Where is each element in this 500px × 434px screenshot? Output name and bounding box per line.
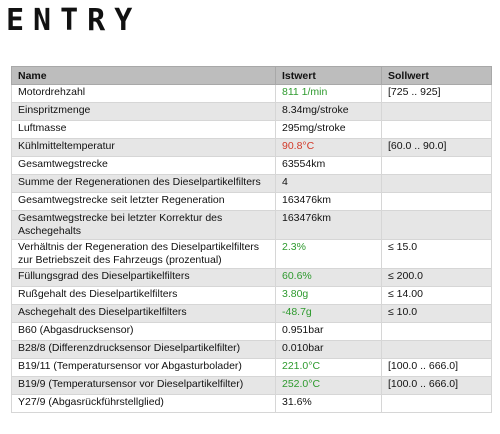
cell-target-value (381, 192, 492, 211)
table-row[interactable]: Rußgehalt des Dieselpartikelfilters 3.80g… (11, 286, 492, 305)
cell-name: B19/11 (Temperatursensor vor Abgasturbol… (11, 358, 276, 377)
cell-target-value (381, 174, 492, 193)
table-row[interactable]: Motordrehzahl 811 1/min [725 .. 925] (11, 84, 492, 103)
table-body: Motordrehzahl 811 1/min [725 .. 925] Einspr… (11, 84, 492, 413)
cell-name: Summe der Regenerationen des Dieselparti… (11, 174, 276, 193)
cell-target-value: [725 .. 925] (381, 84, 492, 103)
cell-target-value: [100.0 .. 666.0] (381, 376, 492, 395)
cell-actual-value: -48.7g (275, 304, 382, 323)
cell-target-value (381, 102, 492, 121)
table-row[interactable]: Luftmasse 295mg/stroke (11, 120, 492, 139)
column-header-actual[interactable]: Istwert (275, 66, 382, 85)
cell-actual-value: 3.80g (275, 286, 382, 305)
cell-target-value (381, 340, 492, 359)
cell-target-value (381, 120, 492, 139)
table-row[interactable]: B28/8 (Differenzdrucksensor Dieselpartik… (11, 340, 492, 359)
table-row[interactable]: Aschegehalt des Dieselpartikelfilters -48… (11, 304, 492, 323)
table-row[interactable]: Einspritzmenge 8.34mg/stroke (11, 102, 492, 121)
table-row[interactable]: Gesamtwegstrecke seit letzter Regenerati… (11, 192, 492, 211)
cell-actual-value: 8.34mg/stroke (275, 102, 382, 121)
cell-actual-value: 811 1/min (275, 84, 382, 103)
cell-name: B60 (Abgasdrucksensor) (11, 322, 276, 341)
cell-name: Luftmasse (11, 120, 276, 139)
cell-name: Gesamtwegstrecke bei letzter Korrektur d… (11, 210, 276, 240)
cell-target-value: ≤ 14.00 (381, 286, 492, 305)
cell-target-value (381, 322, 492, 341)
column-header-name[interactable]: Name (11, 66, 276, 85)
cell-name: Kühlmitteltemperatur (11, 138, 276, 157)
cell-name: B28/8 (Differenzdrucksensor Dieselpartik… (11, 340, 276, 359)
cell-actual-value: 31.6% (275, 394, 382, 413)
table-row[interactable]: Summe der Regenerationen des Dieselparti… (11, 174, 492, 193)
cell-actual-value: 221.0°C (275, 358, 382, 377)
cell-actual-value: 63554km (275, 156, 382, 175)
table-row[interactable]: Y27/9 (Abgasrückführstellglied) 31.6% (11, 394, 492, 413)
column-header-target[interactable]: Sollwert (381, 66, 492, 85)
cell-target-value (381, 210, 492, 240)
cell-actual-value: 163476km (275, 192, 382, 211)
cell-name: Motordrehzahl (11, 84, 276, 103)
cell-name: Gesamtwegstrecke (11, 156, 276, 175)
table-row[interactable]: B19/11 (Temperatursensor vor Abgasturbol… (11, 358, 492, 377)
brand-logo: ENTRY (6, 3, 142, 38)
table-row[interactable]: Füllungsgrad des Dieselpartikelfilters 60… (11, 268, 492, 287)
table-row[interactable]: Gesamtwegstrecke bei letzter Korrektur d… (11, 210, 492, 240)
cell-target-value: ≤ 10.0 (381, 304, 492, 323)
cell-target-value: [100.0 .. 666.0] (381, 358, 492, 377)
cell-actual-value: 4 (275, 174, 382, 193)
table-row[interactable]: Verhältnis der Regeneration des Dieselpa… (11, 239, 492, 269)
table-row[interactable]: Gesamtwegstrecke 63554km (11, 156, 492, 175)
table-header-row: Name Istwert Sollwert (11, 66, 492, 85)
cell-actual-value: 295mg/stroke (275, 120, 382, 139)
cell-target-value: ≤ 15.0 (381, 239, 492, 269)
table-row[interactable]: B60 (Abgasdrucksensor) 0.951bar (11, 322, 492, 341)
cell-name: Füllungsgrad des Dieselpartikelfilters (11, 268, 276, 287)
cell-target-value (381, 394, 492, 413)
values-table: Name Istwert Sollwert Motordrehzahl 811 1… (11, 66, 492, 413)
cell-actual-value: 0.010bar (275, 340, 382, 359)
cell-name: Rußgehalt des Dieselpartikelfilters (11, 286, 276, 305)
cell-target-value (381, 156, 492, 175)
cell-actual-value: 0.951bar (275, 322, 382, 341)
cell-name: Gesamtwegstrecke seit letzter Regenerati… (11, 192, 276, 211)
cell-name: Aschegehalt des Dieselpartikelfilters (11, 304, 276, 323)
cell-name: Y27/9 (Abgasrückführstellglied) (11, 394, 276, 413)
table-row[interactable]: Kühlmitteltemperatur 90.8°C [60.0 .. 90.0] (11, 138, 492, 157)
cell-target-value: ≤ 200.0 (381, 268, 492, 287)
cell-name: Einspritzmenge (11, 102, 276, 121)
cell-actual-value: 163476km (275, 210, 382, 240)
cell-actual-value: 2.3% (275, 239, 382, 269)
cell-actual-value: 60.6% (275, 268, 382, 287)
cell-actual-value: 90.8°C (275, 138, 382, 157)
cell-target-value: [60.0 .. 90.0] (381, 138, 492, 157)
cell-name: B19/9 (Temperatursensor vor Dieselpartik… (11, 376, 276, 395)
table-row[interactable]: B19/9 (Temperatursensor vor Dieselpartik… (11, 376, 492, 395)
cell-name: Verhältnis der Regeneration des Dieselpa… (11, 239, 276, 269)
cell-actual-value: 252.0°C (275, 376, 382, 395)
